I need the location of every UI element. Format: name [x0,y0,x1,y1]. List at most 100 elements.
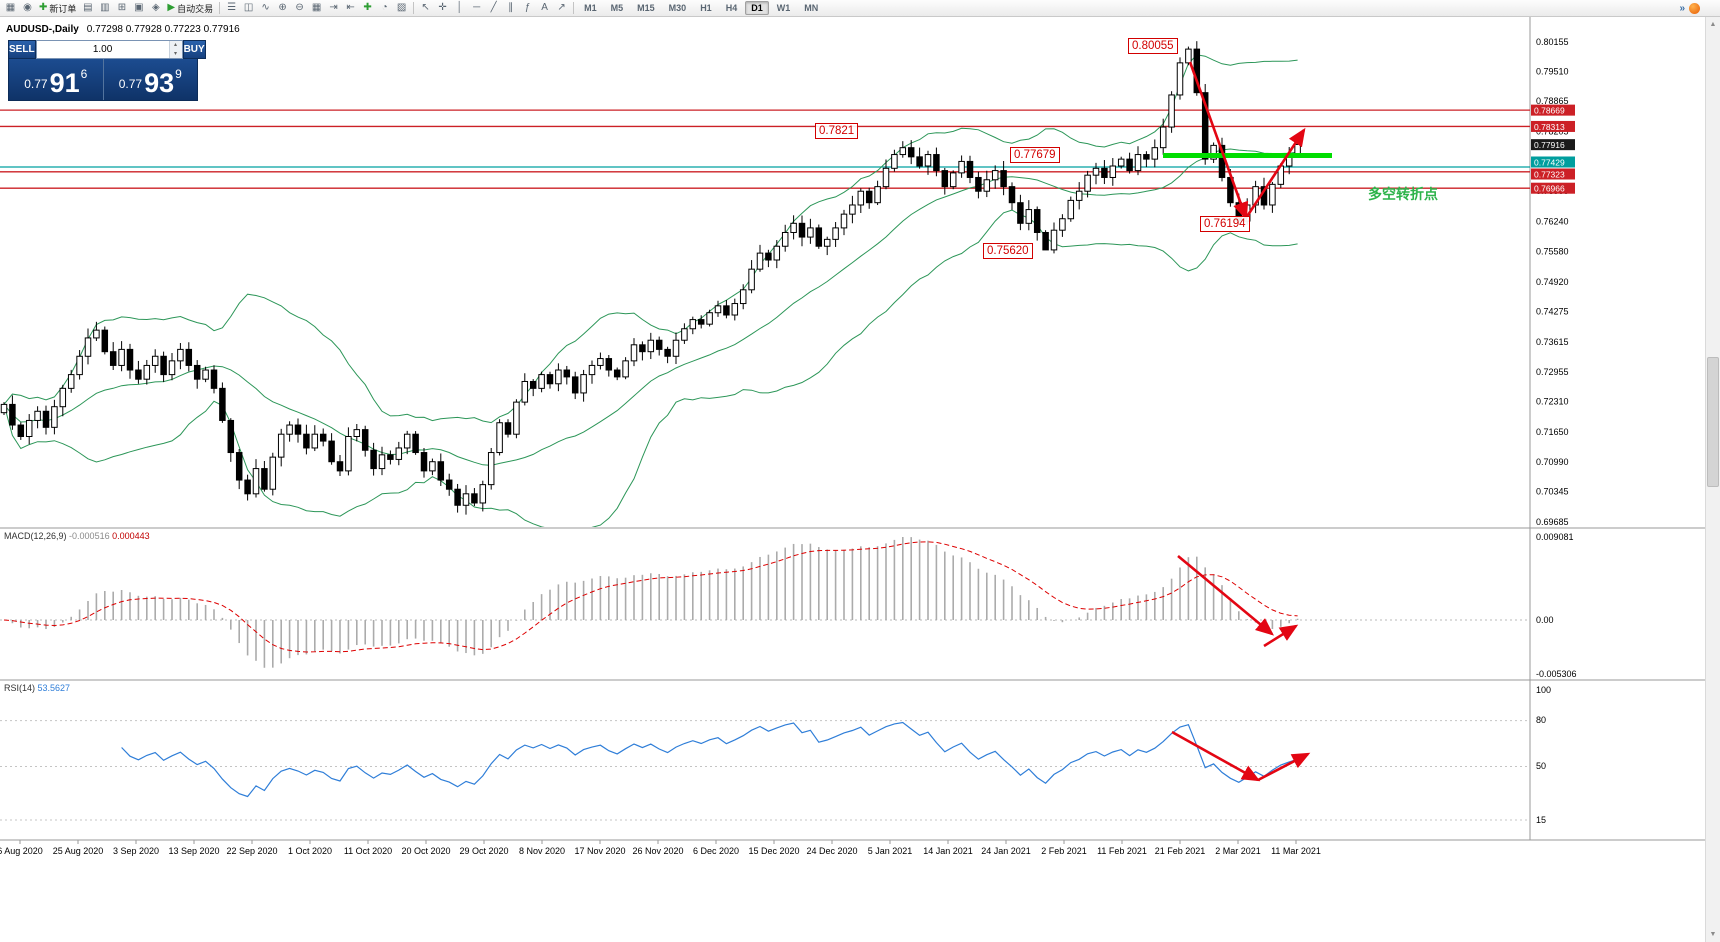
timeframe-mn[interactable]: MN [804,3,819,13]
timeframe-m30[interactable]: M30 [668,3,687,13]
sell-price-sup: 6 [80,67,88,81]
svg-text:0.78313: 0.78313 [1534,122,1565,132]
vertical-scrollbar[interactable]: ▲ ▼ [1705,17,1720,942]
templates-icon[interactable]: ▨ [393,1,410,16]
buy-button[interactable]: BUY [182,40,206,59]
crosshair-icon[interactable]: ✛ [434,1,451,16]
svg-text:24 Dec 2020: 24 Dec 2020 [806,846,857,856]
sell-button[interactable]: SELL [8,40,36,59]
macd-label: MACD(12,26,9) -0.000516 0.000443 [4,531,150,541]
zoom-out-icon[interactable]: ⊖ [291,1,308,16]
scroll-down-icon[interactable]: ▼ [1709,931,1717,938]
bar-chart-icon[interactable]: ☰ [223,1,240,16]
tile-windows-icon[interactable]: ▦ [308,1,325,16]
price-annotation[interactable]: 0.7821 [815,123,859,139]
timeframe-h1[interactable]: H1 [700,3,712,13]
toolbar-separator [219,2,221,14]
svg-text:17 Nov 2020: 17 Nov 2020 [574,846,625,856]
svg-text:6 Aug 2020: 6 Aug 2020 [0,846,43,856]
candlestick-icon[interactable]: ◫ [240,1,257,16]
timeframe-d1[interactable]: D1 [745,1,769,15]
svg-text:3 Sep 2020: 3 Sep 2020 [113,846,159,856]
tile-windows-glyph-icon: ▦ [311,2,322,13]
price-annotation[interactable]: 0.76194 [1200,216,1250,232]
svg-text:6 Dec 2020: 6 Dec 2020 [693,846,739,856]
templates-glyph-icon: ▨ [396,2,407,13]
periods-icon[interactable]: ◔ [376,1,393,16]
terminal-icon[interactable]: ▣ [130,1,147,16]
svg-text:13 Sep 2020: 13 Sep 2020 [168,846,219,856]
one-click-trade-panel: SELL ▴ ▾ BUY 0.77 91 6 0.77 93 9 [8,40,206,101]
volume-spinner: ▴ ▾ [168,41,182,58]
svg-text:26 Nov 2020: 26 Nov 2020 [632,846,683,856]
market-watch-icon[interactable]: ▤ [79,1,96,16]
arrows-icon[interactable]: ↗ [553,1,570,16]
date-axis: 6 Aug 2020 25 Aug 2020 3 Sep 2020 13 Sep 20… [0,840,1321,856]
volume-input[interactable] [36,41,169,58]
svg-text:50: 50 [1536,761,1546,771]
timeframe-w1[interactable]: W1 [776,3,791,13]
volume-box: ▴ ▾ [35,40,183,59]
rsi-layer: 100 80 50 15 [0,685,1551,825]
macd-value-main: -0.000516 [69,531,110,541]
channel-glyph-icon: ∥ [508,2,514,13]
cursor-icon[interactable]: ↖ [417,1,434,16]
toolbar-overflow-icon[interactable]: » [1679,2,1685,14]
strategy-tester-icon[interactable]: ◈ [147,1,164,16]
volume-down-icon[interactable]: ▾ [169,49,182,58]
symbol-label: AUDUSD-,Daily [6,24,79,35]
sell-price[interactable]: 0.77 91 6 [9,59,103,100]
new-order-button[interactable]: ✚ 新订单 [36,1,79,16]
scroll-up-icon[interactable]: ▲ [1709,21,1717,28]
svg-text:0.77916: 0.77916 [1534,140,1565,150]
timeframe-m1[interactable]: M1 [584,3,597,13]
text-icon[interactable]: A [536,1,553,16]
price-axis: 0.801550.795100.788650.782050.775600.769… [1531,37,1575,527]
scrollbar-thumb[interactable] [1707,357,1719,487]
notification-icon[interactable] [1689,2,1700,14]
timeframe-toolbar: M1 M5 M15 M30 H1 H4 D1 W1 MN [577,1,825,15]
price-annotation[interactable]: 0.75620 [983,243,1033,259]
line-chart-icon[interactable]: ∿ [257,1,274,16]
fibonacci-icon[interactable]: ƒ [519,1,536,16]
channel-icon[interactable]: ∥ [502,1,519,16]
auto-scroll-glyph-icon: ⇥ [329,2,338,13]
trendline-icon[interactable]: ╱ [485,1,502,16]
indicators-icon[interactable]: ✚ [359,1,376,16]
toolbar-separator [413,2,415,14]
horizontal-line-icon[interactable]: ─ [468,1,485,16]
autotrade-button[interactable]: ▶ 自动交易 [164,1,216,16]
svg-text:21 Feb 2021: 21 Feb 2021 [1155,846,1206,856]
chart-header: AUDUSD-,Daily 0.77298 0.77928 0.77223 0.7… [6,24,240,35]
volume-up-icon[interactable]: ▴ [169,41,182,50]
svg-text:0.78669: 0.78669 [1534,106,1565,116]
rsi-value: 53.5627 [37,683,71,693]
chart-shift-icon[interactable]: ⇤ [342,1,359,16]
svg-text:0.75580: 0.75580 [1536,247,1569,257]
profile-glyph-icon: ◉ [23,2,32,13]
horizontal-level-lines[interactable] [0,109,1530,189]
candles-layer [0,41,1301,515]
timeframe-h4[interactable]: H4 [725,3,738,13]
buy-price[interactable]: 0.77 93 9 [104,59,198,100]
svg-text:8 Nov 2020: 8 Nov 2020 [519,846,565,856]
vertical-line-icon[interactable]: │ [451,1,468,16]
chart-window-icon[interactable]: ▦ [2,1,19,16]
auto-scroll-icon[interactable]: ⇥ [325,1,342,16]
line-chart-glyph-icon: ∿ [261,2,270,13]
profile-icon[interactable]: ◉ [19,1,36,16]
price-annotation[interactable]: 0.80055 [1128,38,1178,54]
svg-text:5 Jan 2021: 5 Jan 2021 [868,846,913,856]
arrows-glyph-icon: ↗ [557,2,566,13]
zoom-in-icon[interactable]: ⊕ [274,1,291,16]
svg-text:24 Jan 2021: 24 Jan 2021 [981,846,1031,856]
timeframe-m5[interactable]: M5 [610,3,624,13]
price-annotation[interactable]: 0.77679 [1010,147,1060,163]
navigator-icon[interactable]: ⊞ [113,1,130,16]
data-window-icon[interactable]: ▥ [96,1,113,16]
timeframe-m15[interactable]: M15 [637,3,655,13]
turning-point-note[interactable]: 多空转折点 [1368,186,1438,202]
trend-arrows[interactable] [1171,61,1311,782]
buy-price-sup: 9 [175,67,182,81]
